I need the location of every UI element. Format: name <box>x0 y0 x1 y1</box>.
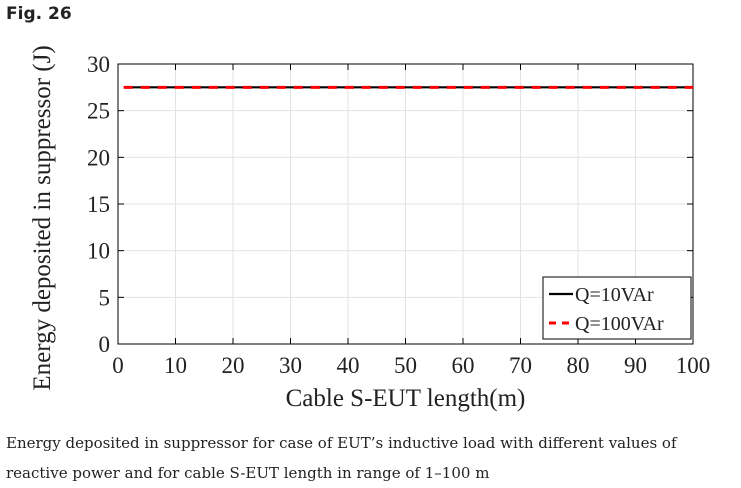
tick-labels: 0 10 20 30 40 50 60 70 80 90 100 0 5 10 15 20 25 30 <box>87 52 710 378</box>
legend-label-2: Q=100VAr <box>575 313 664 335</box>
x-tick-label: 0 <box>112 353 124 378</box>
y-tick-label: 5 <box>99 285 111 310</box>
y-axis-label: Energy deposited in suppressor (J) <box>29 45 56 390</box>
x-tick-label: 70 <box>509 353 532 378</box>
legend-label-1: Q=10VAr <box>575 284 654 306</box>
x-tick-label: 30 <box>279 353 302 378</box>
x-tick-label: 40 <box>337 353 360 378</box>
figure-caption: Energy deposited in suppressor for case … <box>6 434 677 482</box>
y-tick-label: 10 <box>87 239 110 264</box>
x-tick-label: 80 <box>567 353 590 378</box>
legend: Q=10VAr Q=100VAr <box>542 276 692 340</box>
legend-box <box>542 276 692 340</box>
figure-label: Fig. 26 <box>6 4 72 24</box>
x-tick-label: 10 <box>164 353 187 378</box>
x-tick-label: 90 <box>624 353 647 378</box>
y-tick-label: 0 <box>99 332 111 357</box>
chart: 0 10 20 30 40 50 60 70 80 90 100 0 5 10 15 20 25 30 Cable… <box>29 45 710 412</box>
y-tick-label: 25 <box>87 99 110 124</box>
y-tick-label: 30 <box>87 52 110 77</box>
y-tick-label: 15 <box>87 192 110 217</box>
y-tick-label: 20 <box>87 145 110 170</box>
x-tick-label: 60 <box>452 353 475 378</box>
x-tick-label: 50 <box>394 353 417 378</box>
x-axis-label: Cable S-EUT length(m) <box>286 385 526 412</box>
x-tick-label: 20 <box>222 353 245 378</box>
x-tick-label: 100 <box>676 353 711 378</box>
